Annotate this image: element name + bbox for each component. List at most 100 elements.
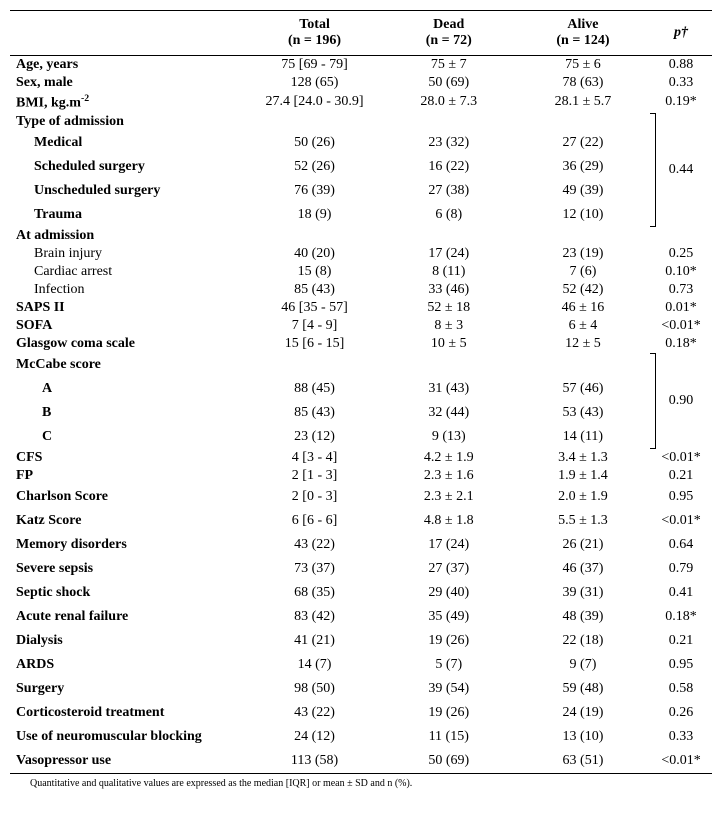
header-dead: Dead (n = 72) — [382, 11, 516, 56]
row-adm-medical: Medical 50 (26) 23 (32) 27 (22) — [10, 131, 712, 155]
p-mccabe-group: 0.90 — [650, 353, 712, 449]
cell: 49 (39) — [516, 179, 650, 203]
label-bmi: BMI, kg.m-2 — [10, 92, 247, 113]
row-dialysis: Dialysis 41 (21) 19 (26) 22 (18) 0.21 — [10, 629, 712, 653]
label-age: Age, years — [10, 56, 247, 75]
p-admission-group: 0.44 — [650, 113, 712, 227]
p-value: 0.21 — [650, 467, 712, 485]
cell: 50 (69) — [382, 749, 516, 774]
cell: 88 (45) — [247, 377, 381, 401]
header-total: Total (n = 196) — [247, 11, 381, 56]
cell: 98 (50) — [247, 677, 381, 701]
row-septic: Septic shock 68 (35) 29 (40) 39 (31) 0.4… — [10, 581, 712, 605]
cell: 24 (19) — [516, 701, 650, 725]
cell: 23 (19) — [516, 245, 650, 263]
cell: 31 (43) — [382, 377, 516, 401]
row-vaso: Vasopressor use 113 (58) 50 (69) 63 (51)… — [10, 749, 712, 774]
cell: 17 (24) — [382, 533, 516, 557]
row-sofa: SOFA 7 [4 - 9] 8 ± 3 6 ± 4 <0.01* — [10, 317, 712, 335]
p-value: 0.58 — [650, 677, 712, 701]
cell: 19 (26) — [382, 701, 516, 725]
cell: 14 (7) — [247, 653, 381, 677]
header-alive: Alive (n = 124) — [516, 11, 650, 56]
p-value: 0.73 — [650, 281, 712, 299]
cell: 33 (46) — [382, 281, 516, 299]
label-mc-b: B — [10, 401, 247, 425]
cell: 46 (37) — [516, 557, 650, 581]
cell: 40 (20) — [247, 245, 381, 263]
cell: 76 (39) — [247, 179, 381, 203]
cell: 13 (10) — [516, 725, 650, 749]
cell: 18 (9) — [247, 203, 381, 227]
cell: 28.0 ± 7.3 — [382, 92, 516, 113]
label-gcs: Glasgow coma scale — [10, 335, 247, 353]
cell: 4.2 ± 1.9 — [382, 449, 516, 467]
row-saps: SAPS II 46 [35 - 57] 52 ± 18 46 ± 16 0.0… — [10, 299, 712, 317]
label-cfs: CFS — [10, 449, 247, 467]
p-value: 0.33 — [650, 725, 712, 749]
row-gcs: Glasgow coma scale 15 [6 - 15] 10 ± 5 12… — [10, 335, 712, 353]
row-arf: Acute renal failure 83 (42) 35 (49) 48 (… — [10, 605, 712, 629]
p-value: 0.95 — [650, 653, 712, 677]
cell: 46 [35 - 57] — [247, 299, 381, 317]
p-value: 0.33 — [650, 74, 712, 92]
label-adm-medical: Medical — [10, 131, 247, 155]
cell: 36 (29) — [516, 155, 650, 179]
label-mc-c: C — [10, 425, 247, 449]
header-alive-label: Alive — [567, 17, 598, 32]
cell: 8 (11) — [382, 263, 516, 281]
p-value: 0.26 — [650, 701, 712, 725]
row-surgery: Surgery 98 (50) 39 (54) 59 (48) 0.58 — [10, 677, 712, 701]
row-admtype-header: Type of admission 0.44 — [10, 113, 712, 131]
cell: 32 (44) — [382, 401, 516, 425]
cell: 59 (48) — [516, 677, 650, 701]
p-value: 0.79 — [650, 557, 712, 581]
label-brain: Brain injury — [10, 245, 247, 263]
row-mc-c: C 23 (12) 9 (13) 14 (11) — [10, 425, 712, 449]
cell: 73 (37) — [247, 557, 381, 581]
cell: 1.9 ± 1.4 — [516, 467, 650, 485]
cell: 128 (65) — [247, 74, 381, 92]
row-fp: FP 2 [1 - 3] 2.3 ± 1.6 1.9 ± 1.4 0.21 — [10, 467, 712, 485]
cell: 11 (15) — [382, 725, 516, 749]
label-charlson: Charlson Score — [10, 485, 247, 509]
p-value: <0.01* — [650, 509, 712, 533]
row-adm-usurg: Unscheduled surgery 76 (39) 27 (38) 49 (… — [10, 179, 712, 203]
cell: 26 (21) — [516, 533, 650, 557]
label-adm-usurg: Unscheduled surgery — [10, 179, 247, 203]
cell: 6 ± 4 — [516, 317, 650, 335]
label-sevsep: Severe sepsis — [10, 557, 247, 581]
cell: 50 (69) — [382, 74, 516, 92]
cell: 35 (49) — [382, 605, 516, 629]
cell: 28.1 ± 5.7 — [516, 92, 650, 113]
cell: 22 (18) — [516, 629, 650, 653]
row-mccabe-header: McCabe score 0.90 — [10, 353, 712, 377]
cell: 24 (12) — [247, 725, 381, 749]
cell: 75 ± 6 — [516, 56, 650, 75]
cell: 85 (43) — [247, 281, 381, 299]
cell: 39 (31) — [516, 581, 650, 605]
p-value: <0.01* — [650, 317, 712, 335]
cell: 2.0 ± 1.9 — [516, 485, 650, 509]
p-value: 0.10* — [650, 263, 712, 281]
cell: 15 (8) — [247, 263, 381, 281]
results-table: Total (n = 196) Dead (n = 72) Alive (n =… — [10, 10, 712, 791]
row-age: Age, years 75 [69 - 79] 75 ± 7 75 ± 6 0.… — [10, 56, 712, 75]
cell: 9 (7) — [516, 653, 650, 677]
label-atadm: At admission — [10, 227, 247, 245]
cell: 78 (63) — [516, 74, 650, 92]
row-cortico: Corticosteroid treatment 43 (22) 19 (26)… — [10, 701, 712, 725]
row-brain: Brain injury 40 (20) 17 (24) 23 (19) 0.2… — [10, 245, 712, 263]
label-memory: Memory disorders — [10, 533, 247, 557]
p-value: <0.01* — [650, 749, 712, 774]
cell: 12 (10) — [516, 203, 650, 227]
cell: 43 (22) — [247, 701, 381, 725]
label-sofa: SOFA — [10, 317, 247, 335]
cell: 2 [0 - 3] — [247, 485, 381, 509]
label-cardiac: Cardiac arrest — [10, 263, 247, 281]
cell: 27.4 [24.0 - 30.9] — [247, 92, 381, 113]
cell: 46 ± 16 — [516, 299, 650, 317]
header-total-n: (n = 196) — [251, 33, 377, 49]
row-bmi: BMI, kg.m-2 27.4 [24.0 - 30.9] 28.0 ± 7.… — [10, 92, 712, 113]
label-arf: Acute renal failure — [10, 605, 247, 629]
